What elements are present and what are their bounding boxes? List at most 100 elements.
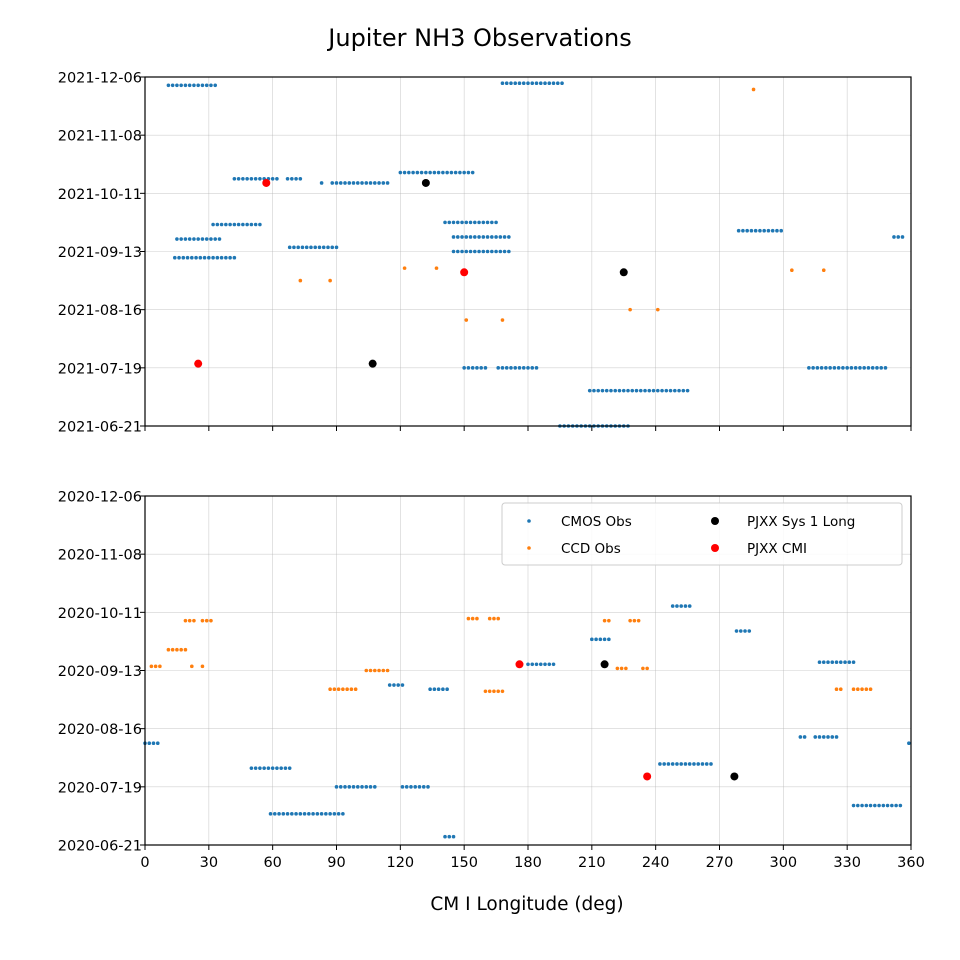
point-cmos-obs-2021 [292,245,296,250]
point-cmos-obs-2021 [596,388,601,393]
point-cmos-obs-2020 [262,766,266,770]
point-cmos-obs-2021 [513,366,518,370]
point-cmos-obs-2020 [151,741,156,746]
point-cmos-obs-2021 [232,176,237,181]
point-cmos-obs-2020 [447,834,452,839]
point-cmos-obs-2021 [555,81,560,86]
point-ccd-obs-2020 [492,616,496,621]
grid-2021 [144,76,912,427]
point-cmos-obs-2020 [802,735,807,739]
point-ccd-obs-2020 [209,618,213,623]
point-cmos-obs-2021 [258,222,262,227]
point-cmos-obs-2021 [334,181,339,185]
point-cmos-obs-2020 [843,660,847,664]
point-cmos-obs-2020 [594,637,598,642]
y-tick-label-2021: 2021-10-11 [58,187,142,203]
point-cmos-obs-2021 [175,237,179,241]
point-cmos-obs-2021 [211,255,215,260]
point-cmos-obs-2021 [870,366,875,370]
legend-entry-cmos: CMOS Obs [527,514,632,530]
point-ccd-obs-2020 [645,666,649,671]
point-cmos-obs-2021 [668,388,673,393]
point-cmos-obs-2021 [494,220,498,225]
point-cmos-obs-2021 [494,235,498,239]
point-cmos-obs-2020 [860,803,864,808]
point-ccd-obs-2020 [483,689,488,694]
point-cmos-obs-2021 [526,81,530,86]
point-ccd-obs-2020 [190,664,194,669]
point-ccd-obs-2020 [856,687,860,691]
point-ccd-obs-2020 [332,687,337,691]
point-cmos-obs-2021 [517,366,522,370]
legend-label-ccd: CCD Obs [561,541,621,557]
point-cmos-obs-2020 [851,803,856,808]
point-cmos-obs-2021 [424,170,428,175]
point-cmos-obs-2021 [534,366,539,370]
point-cmos-obs-2020 [287,766,292,770]
point-pjxx-cmi-2021 [262,178,271,187]
point-cmos-obs-2021 [198,255,203,260]
point-cmos-obs-2021 [373,181,377,185]
point-cmos-obs-2020 [270,766,275,770]
point-cmos-obs-2020 [830,735,835,739]
point-cmos-obs-2021 [468,249,473,254]
point-cmos-obs-2020 [675,762,679,766]
y-tick-label-2021: 2021-08-16 [58,303,142,319]
point-pjxx-sys-1-long-2020 [730,772,739,781]
point-cmos-obs-2020 [400,683,405,687]
point-cmos-obs-2020 [298,812,303,816]
point-cmos-obs-2021 [753,228,758,233]
point-cmos-obs-2021 [192,237,196,241]
point-cmos-obs-2021 [677,388,681,393]
point-cmos-obs-2021 [313,245,318,250]
point-cmos-obs-2021 [517,81,522,86]
point-ccd-obs-2020 [175,647,179,652]
point-cmos-obs-2020 [436,687,441,691]
point-cmos-obs-2020 [734,629,739,633]
point-cmos-obs-2021 [485,249,490,254]
point-cmos-obs-2021 [587,388,592,393]
x-tick-label: 150 [450,855,478,871]
point-cmos-obs-2020 [877,803,881,808]
point-cmos-obs-2020 [432,687,437,691]
point-cmos-obs-2021 [500,81,505,86]
point-cmos-obs-2021 [853,366,858,370]
point-cmos-obs-2020 [155,741,160,746]
point-pjxx-cmi-2020 [515,660,524,669]
point-cmos-obs-2021 [185,255,190,260]
point-cmos-obs-2020 [662,762,666,766]
point-cmos-obs-2021 [560,81,564,86]
point-cmos-obs-2020 [332,812,337,816]
point-cmos-obs-2021 [477,235,481,239]
point-cmos-obs-2021 [481,220,486,225]
point-cmos-obs-2021 [807,366,811,370]
point-cmos-obs-2021 [219,255,224,260]
point-cmos-obs-2021 [460,220,464,225]
point-cmos-obs-2021 [449,170,454,175]
point-ccd-obs-2020 [364,668,369,673]
point-cmos-obs-2021 [464,220,469,225]
point-ccd-obs-2021 [751,87,756,92]
point-cmos-obs-2021 [215,222,220,227]
point-cmos-obs-2021 [475,366,479,370]
point-cmos-obs-2021 [334,245,339,250]
point-cmos-obs-2021 [538,81,543,86]
point-cmos-obs-2021 [504,81,509,86]
point-cmos-obs-2020 [666,762,671,766]
point-cmos-obs-2020 [885,803,890,808]
point-cmos-obs-2021 [402,170,407,175]
point-cmos-obs-2020 [530,662,535,667]
point-cmos-obs-2021 [900,235,905,239]
point-cmos-obs-2021 [521,366,526,370]
point-ccd-obs-2020 [353,687,358,691]
point-cmos-obs-2021 [673,388,677,393]
point-cmos-obs-2021 [741,228,745,233]
point-cmos-obs-2021 [736,228,741,233]
point-cmos-obs-2020 [355,785,360,789]
point-cmos-obs-2021 [355,181,360,185]
point-cmos-obs-2021 [183,83,188,88]
point-cmos-obs-2020 [687,762,692,766]
point-cmos-obs-2021 [477,249,481,254]
x-tick-label: 300 [769,855,797,871]
point-cmos-obs-2021 [460,235,464,239]
